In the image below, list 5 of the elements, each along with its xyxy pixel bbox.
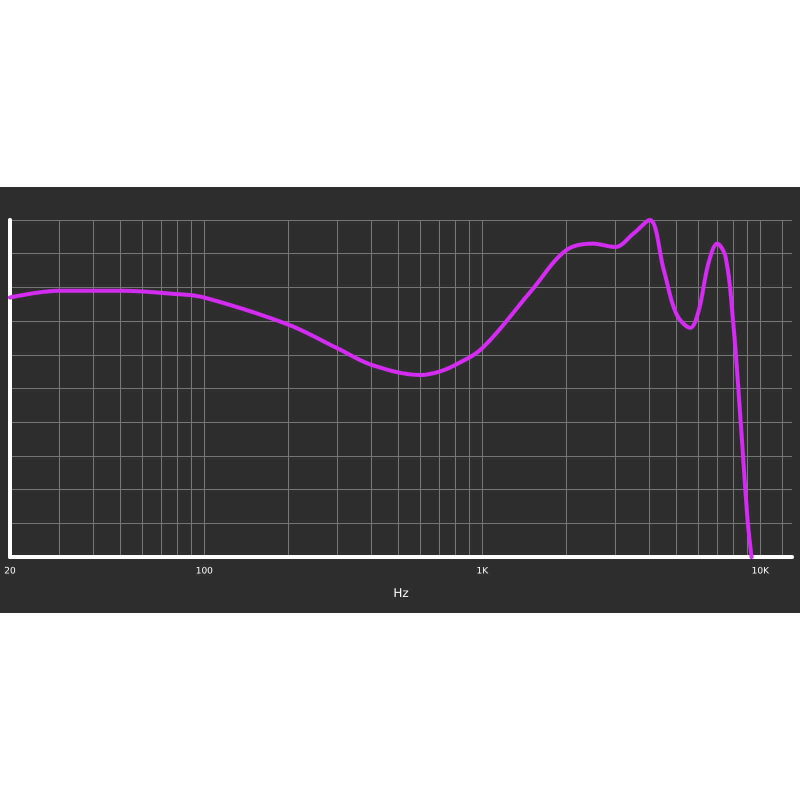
x-tick-label: 100 [196, 566, 214, 576]
x-axis-title: Hz [393, 586, 409, 600]
x-tick-label: 10K [752, 566, 770, 576]
x-tick-label: 20 [4, 566, 16, 576]
x-tick-label: 1K [476, 566, 490, 576]
